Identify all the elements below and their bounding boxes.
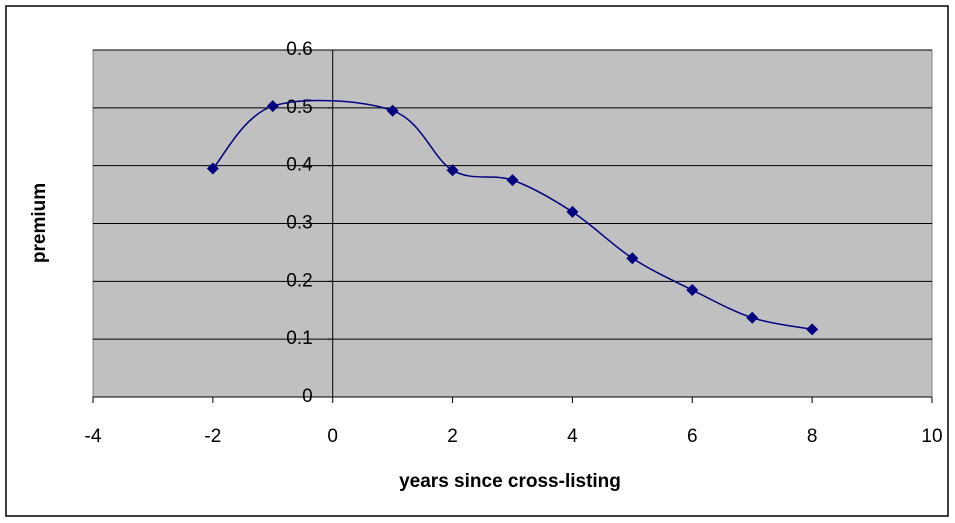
data-point	[686, 284, 699, 297]
x-tick-label: 2	[447, 426, 458, 447]
x-tick-label: 4	[567, 426, 578, 447]
data-point	[506, 174, 519, 187]
x-tick-label: 10	[921, 426, 942, 447]
data-point	[806, 323, 819, 336]
data-point	[206, 162, 219, 175]
x-tick-label: 8	[807, 426, 818, 447]
y-tick-label: 0.2	[286, 270, 312, 291]
data-point	[446, 164, 459, 177]
data-point	[266, 100, 279, 113]
y-tick-label: 0.6	[286, 39, 312, 60]
data-point	[386, 104, 399, 117]
x-axis-title: years since cross-listing	[399, 471, 621, 492]
y-tick-label: 0.1	[286, 328, 312, 349]
x-tick-label: -4	[85, 426, 102, 447]
data-point	[626, 252, 639, 265]
data-point	[566, 205, 579, 218]
y-tick-label: 0.4	[286, 155, 313, 176]
y-tick-label: 0.3	[286, 213, 312, 234]
data-point	[746, 311, 759, 324]
y-axis-title: premium	[29, 183, 50, 263]
x-tick-label: -2	[204, 426, 221, 447]
series-line	[212, 99, 813, 331]
x-tick-label: 6	[687, 426, 698, 447]
x-tick-label: 0	[327, 426, 338, 447]
